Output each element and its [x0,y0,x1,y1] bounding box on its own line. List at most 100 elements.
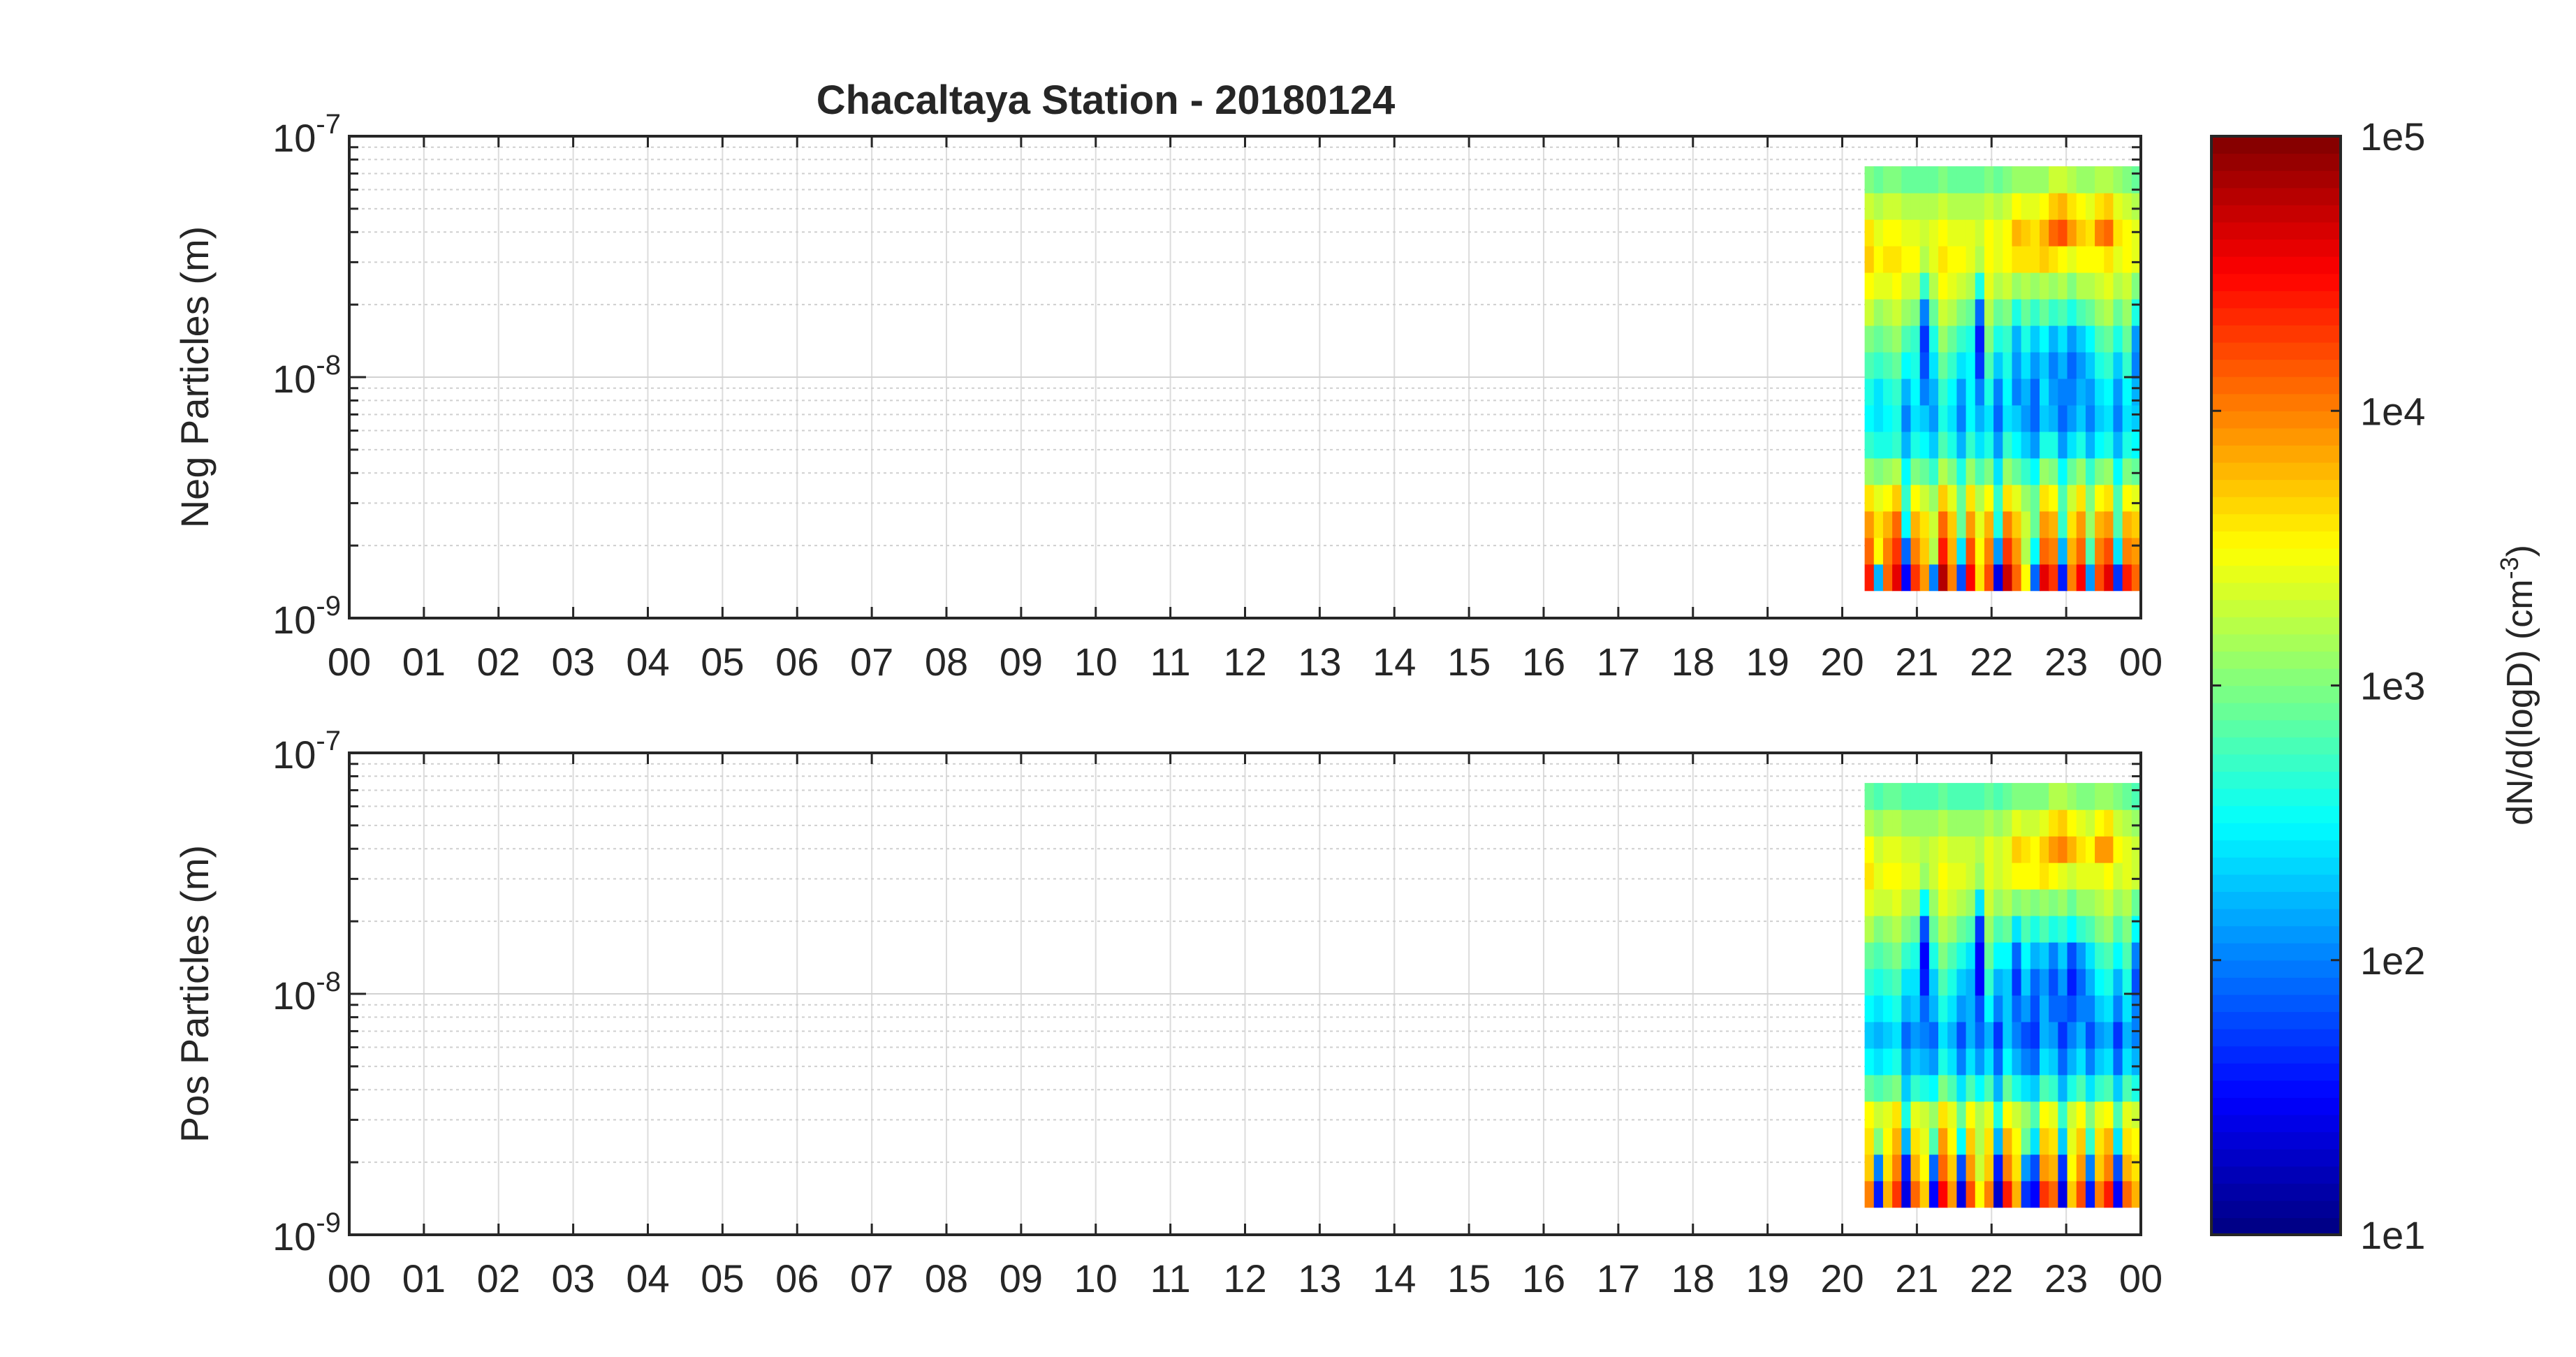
y-axis-label-pos: Pos Particles (m) [173,845,217,1143]
heatmap-cell-neg [1882,325,1893,353]
colorbar-level [2211,427,2341,446]
heatmap-cell-neg [1938,431,1948,459]
heatmap-cell-pos [1910,889,1921,916]
heatmap-cell-neg [1864,351,1875,379]
heatmap-cell-neg [1919,564,1930,592]
heatmap-cell-neg [1910,193,1921,220]
heatmap-cell-neg [1864,537,1875,565]
y-tick-exponent: -9 [316,591,341,622]
colorbar-level [2211,754,2341,772]
heatmap-cell-pos [1975,836,1985,863]
heatmap-cell-pos [1966,1021,1976,1049]
heatmap-cell-neg [1873,219,1884,247]
heatmap-cell-neg [2104,351,2114,379]
heatmap-cell-neg [1892,404,1902,432]
heatmap-cell-neg [1993,457,2003,485]
heatmap-cell-neg [2067,193,2077,220]
heatmap-cell-pos [2122,941,2132,969]
heatmap-cell-neg [1993,537,2003,565]
heatmap-cell-neg [1966,511,1976,538]
heatmap-cell-pos [2095,836,2105,863]
heatmap-cell-neg [2040,272,2049,300]
colorbar-level [2211,273,2341,291]
x-tick-label: 00 [2119,1256,2162,1300]
heatmap-cell-neg [1975,246,1985,273]
y-tick-label: 10-7 [272,109,341,160]
heatmap-cell-neg [1956,272,1967,300]
heatmap-cell-neg [1910,325,1921,353]
heatmap-cell-neg [1910,166,1921,193]
heatmap-cell-pos [1956,915,1967,943]
heatmap-cell-pos [1966,889,1976,916]
heatmap-cell-pos [1966,783,1976,810]
heatmap-cell-neg [1966,378,1976,406]
heatmap-cell-neg [2104,564,2114,592]
x-tick-label: 13 [1298,640,1341,684]
heatmap-cell-neg [1901,484,1912,512]
heatmap-cell-neg [1975,219,1985,247]
colorbar-level [2211,136,2341,154]
colorbar-level [2211,497,2341,515]
heatmap-cell-pos [2030,915,2040,943]
heatmap-cell-neg [1929,298,1939,326]
heatmap-cell-pos [2095,1021,2105,1049]
heatmap-cell-pos [2122,809,2132,837]
heatmap-cell-neg [2131,457,2142,485]
heatmap-cell-neg [1993,246,2003,273]
heatmap-cell-neg [1864,511,1875,538]
heatmap-cell-pos [1929,809,1939,837]
heatmap-cell-pos [2021,968,2031,996]
heatmap-cell-neg [2058,378,2068,406]
y-tick-base: 10 [272,357,316,401]
heatmap-cell-pos [1938,1074,1948,1102]
heatmap-cell-neg [2113,564,2123,592]
heatmap-cell-pos [1938,1021,1948,1049]
heatmap-cell-neg [2095,431,2105,459]
heatmap-cell-neg [1966,537,1976,565]
heatmap-cell-pos [1929,783,1939,810]
heatmap-cell-pos [1901,915,1912,943]
x-tick-label: 04 [626,1256,669,1300]
x-tick-label: 18 [1671,1256,1715,1300]
heatmap-cell-pos [1910,783,1921,810]
heatmap-cell-neg [2076,564,2086,592]
heatmap-cell-pos [2085,1074,2095,1102]
heatmap-cell-neg [1966,272,1976,300]
heatmap-cell-neg [2058,564,2068,592]
heatmap-cell-neg [2085,564,2095,592]
heatmap-cell-pos [1901,1074,1912,1102]
heatmap-cell-pos [2030,889,2040,916]
heatmap-cell-neg [2058,166,2068,193]
heatmap-cell-pos [2012,915,2022,943]
heatmap-cell-pos [2021,915,2031,943]
heatmap-cell-neg [1956,246,1967,273]
heatmap-cell-pos [1938,863,1948,890]
heatmap-cell-neg [1919,246,1930,273]
heatmap-cell-neg [2003,404,2013,432]
heatmap-cell-pos [2076,968,2086,996]
heatmap-cell-neg [1901,378,1912,406]
x-tick-label: 12 [1223,1256,1266,1300]
heatmap-cell-pos [1947,968,1957,996]
heatmap-cell-pos [1956,836,1967,863]
heatmap-cell-neg [1929,564,1939,592]
colorbar-tick-label: 1e3 [2360,664,2425,708]
heatmap-cell-neg [2040,404,2049,432]
heatmap-cell-pos [2122,995,2132,1022]
heatmap-cell-neg [1993,272,2003,300]
heatmap-cell-neg [2012,166,2022,193]
heatmap-cell-neg [2012,193,2022,220]
x-tick-label: 11 [1150,640,1191,684]
heatmap-cell-neg [2049,219,2058,247]
heatmap-cell-pos [1993,836,2003,863]
heatmap-cell-neg [2030,272,2040,300]
heatmap-cell-pos [2058,915,2068,943]
heatmap-cell-neg [2049,272,2058,300]
heatmap-cell-neg [2012,272,2022,300]
heatmap-cell-neg [2021,272,2031,300]
heatmap-cell-neg [2021,298,2031,326]
heatmap-cell-pos [1975,915,1985,943]
heatmap-cell-neg [1864,246,1875,273]
x-tick-label: 04 [626,640,669,684]
heatmap-cell-neg [1984,537,1994,565]
